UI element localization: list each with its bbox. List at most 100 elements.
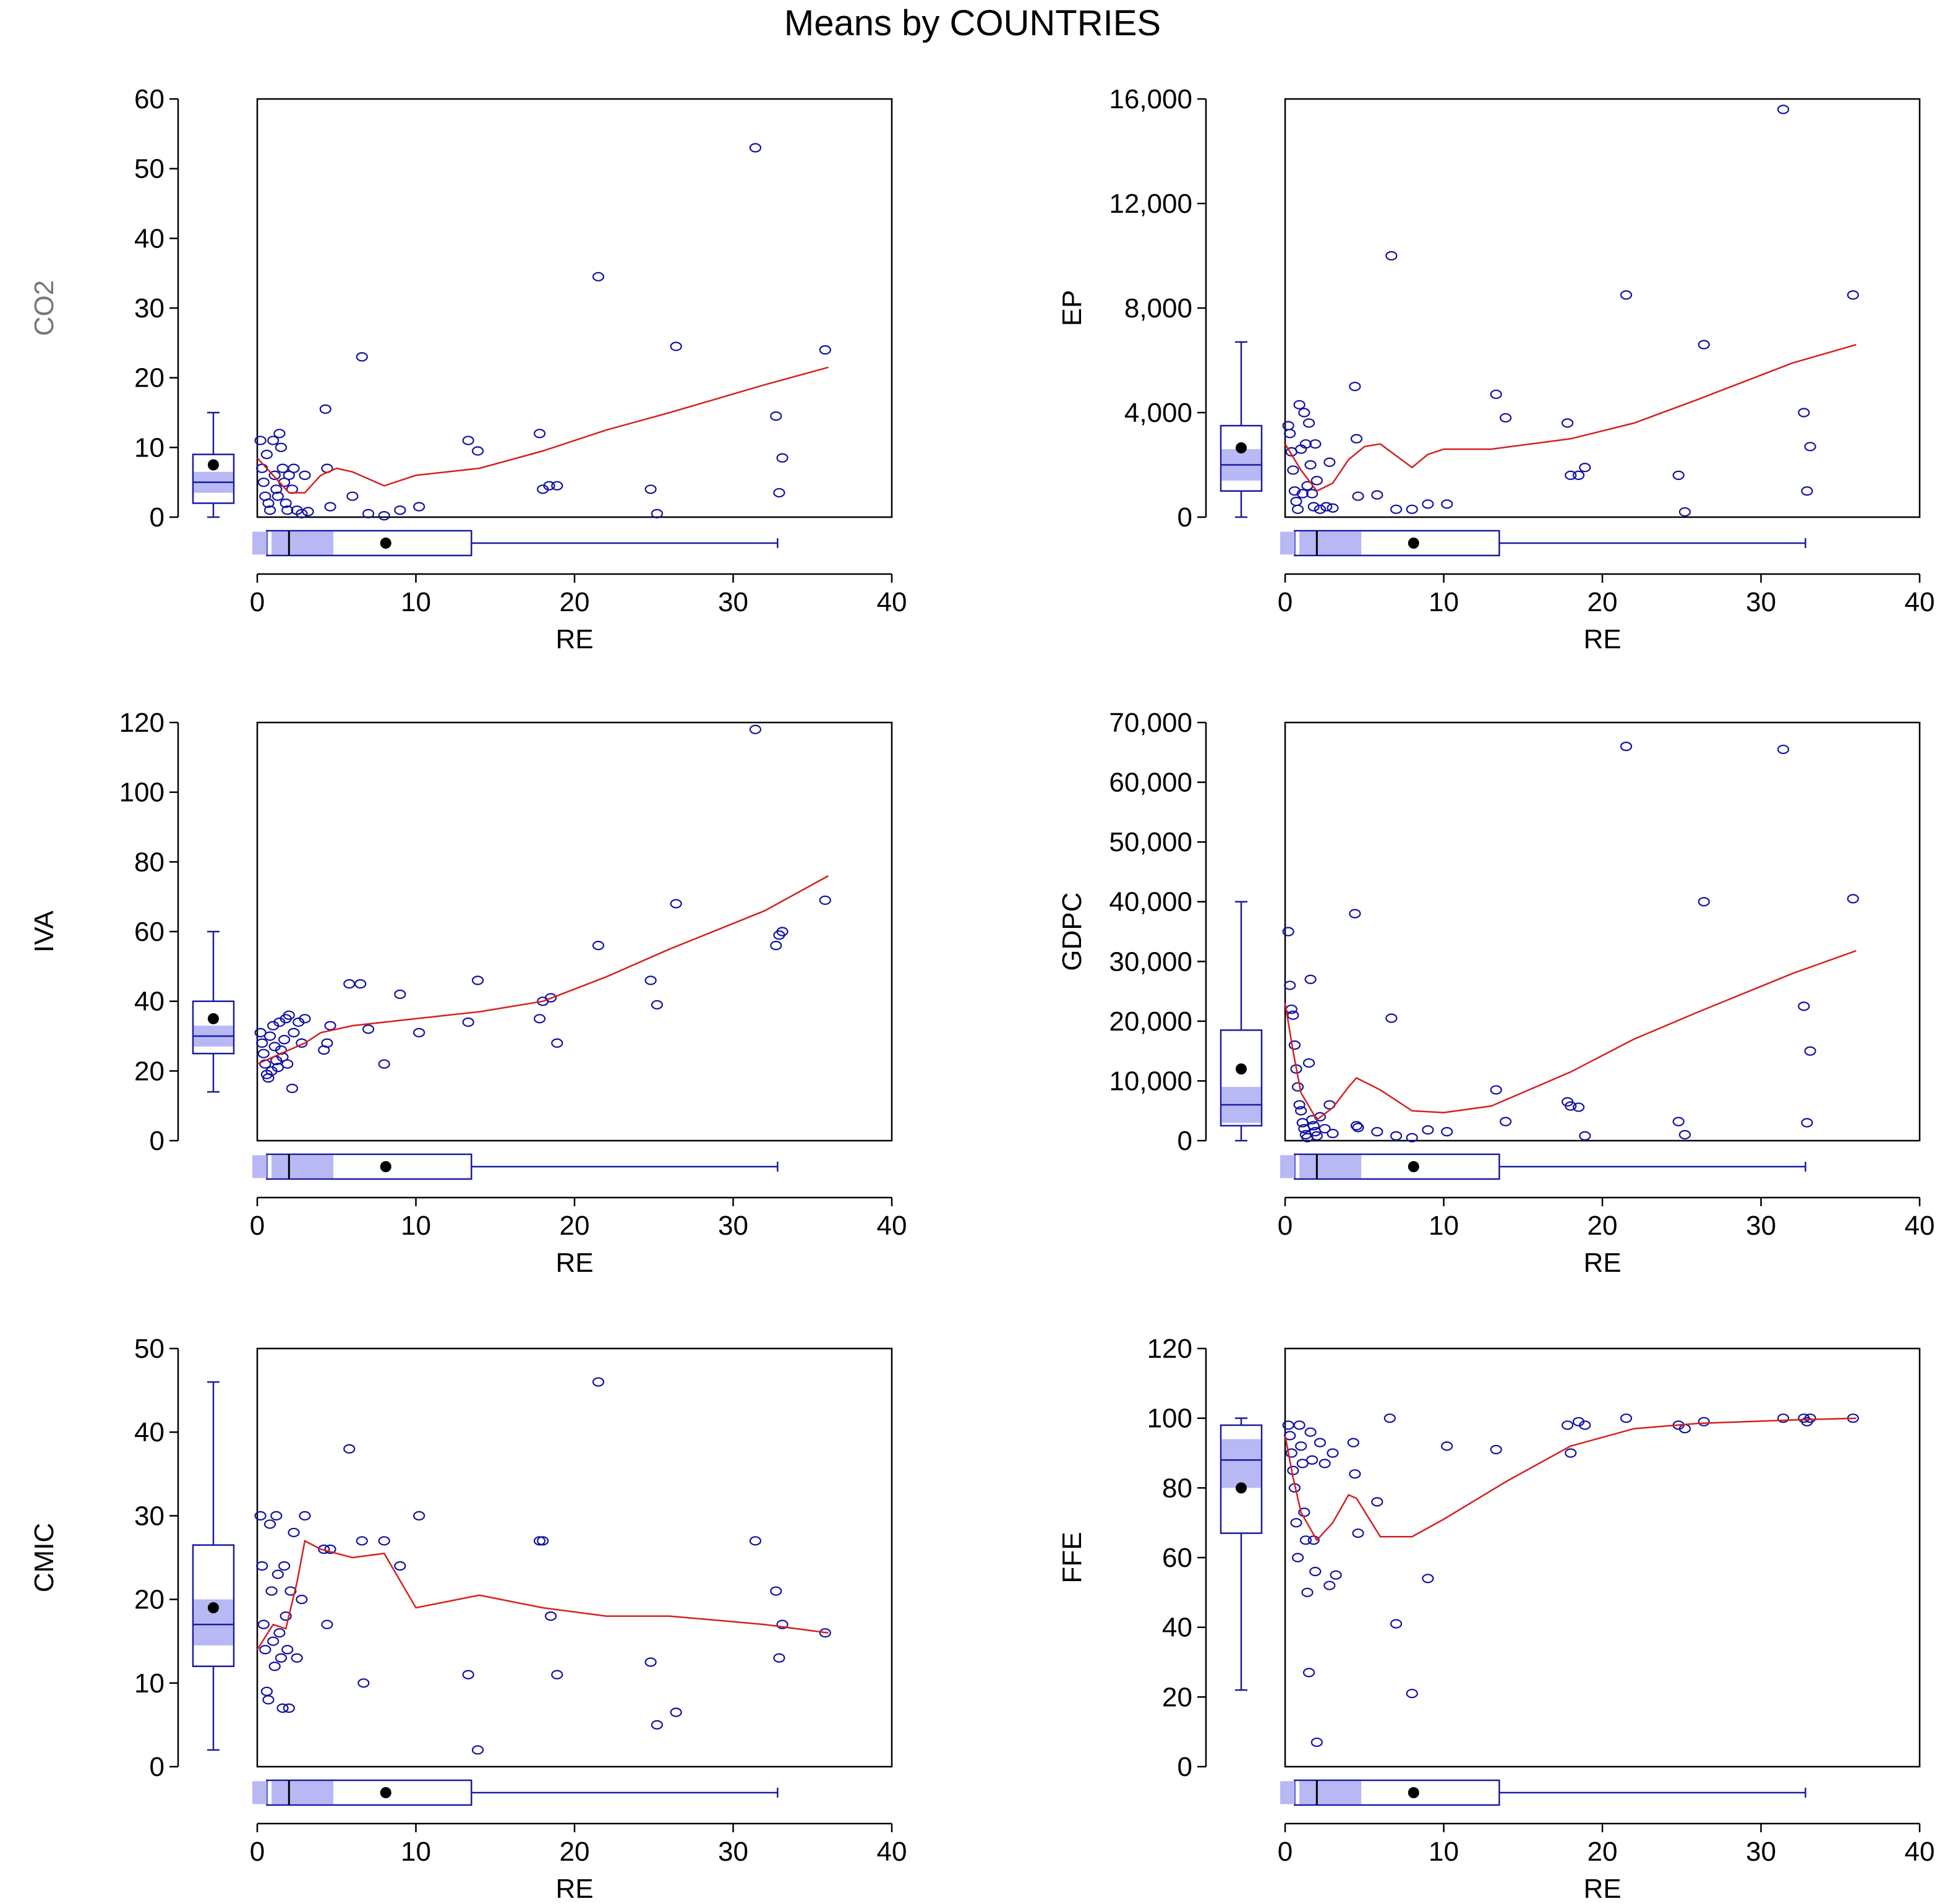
x-tick-label: 40 [877,1211,907,1241]
data-point [281,1059,294,1069]
data-point [1288,486,1301,496]
x-tick-label: 30 [718,1211,748,1241]
x-tick-label: 20 [1588,587,1618,617]
data-point [749,1536,762,1546]
data-point [1282,927,1294,937]
y-boxplot [192,411,235,518]
data-point [362,1024,375,1034]
data-point [299,1511,311,1520]
data-point [319,404,331,414]
data-point [1290,1518,1302,1528]
figure-title: Means by COUNTRIES [784,3,1161,43]
y-tick-label: 20 [134,1585,165,1615]
data-point [1288,1040,1301,1050]
data-point [1302,1668,1315,1678]
data-point [1565,1448,1577,1458]
data-point [1777,744,1790,755]
x-box-ci-left [252,1781,267,1804]
y-tick-label: 16,000 [1109,84,1192,114]
x-tick-label: 30 [718,1837,748,1867]
data-point [357,1678,370,1688]
data-point [263,1519,276,1529]
x-tick-label: 10 [1429,1211,1459,1241]
x-tick-label: 30 [1746,1837,1776,1867]
y-tick-label: 20 [1162,1682,1192,1712]
x-tick-label: 10 [401,1837,431,1867]
x-boxplot [1280,1153,1806,1180]
data-point [1572,470,1585,481]
data-point [1284,980,1296,990]
scatter-points [254,724,831,1094]
y-box-mean [1236,1482,1247,1494]
data-point [271,1063,284,1073]
y-tick-label: 60 [134,84,165,114]
data-point [1565,470,1577,481]
data-point [1347,1438,1359,1447]
data-point [284,1586,297,1596]
data-point [296,508,308,518]
x-axis-label: RE [555,1874,593,1904]
x-boxplot [1280,530,1806,557]
x-tick-label: 0 [250,1837,265,1867]
x-box-ci [1299,531,1362,555]
data-point [1302,1058,1315,1068]
x-tick-label: 20 [1588,1211,1618,1241]
data-point [651,1720,663,1730]
data-point [268,470,281,481]
data-point [1291,504,1304,514]
plot-frame [1284,98,1921,518]
data-point [1309,439,1322,449]
x-tick-label: 40 [1905,587,1935,617]
data-point [1295,1441,1307,1451]
data-point [270,484,283,494]
data-point [1579,1420,1591,1430]
data-point [1290,497,1302,507]
data-point [770,940,782,951]
data-point [1572,1102,1585,1112]
data-point [1284,1431,1296,1441]
data-point [819,1628,831,1638]
data-point [346,491,359,501]
y-tick-label: 8,000 [1124,293,1192,324]
data-point [280,1611,292,1621]
data-point [471,446,484,456]
data-point [533,1536,546,1546]
data-point [260,1686,273,1696]
data-point [1314,1438,1327,1447]
x-tick-label: 30 [1746,587,1776,617]
y-tick-label: 0 [1178,1126,1192,1156]
y-tick-label: 50 [134,1334,165,1364]
data-point [670,341,682,351]
y-tick-label: 12,000 [1109,189,1192,219]
data-point [1306,1455,1319,1465]
data-point [1320,502,1333,512]
data-point [592,940,605,951]
y-tick-label: 10 [134,432,165,463]
x-tick-label: 10 [1429,1837,1459,1867]
x-tick-label: 30 [1746,1211,1776,1241]
y-tick-label: 120 [1147,1334,1192,1364]
data-point [283,1010,295,1020]
data-point [283,470,295,481]
data-point [1349,382,1361,392]
data-point [1352,491,1364,501]
data-point [1304,1427,1317,1437]
data-point [1579,463,1591,473]
data-point [644,976,657,985]
y-axis-label: CO2 [29,280,59,336]
scatter-points [1282,742,1859,1143]
x-tick-label: 0 [1278,1837,1293,1867]
data-point [1309,1566,1322,1577]
data-point [1422,499,1434,509]
y-tick-label: 40 [1162,1613,1192,1643]
data-point [288,463,300,473]
data-point [1801,1118,1813,1128]
data-point [324,1544,336,1555]
data-point [1323,1580,1336,1590]
data-point [273,1628,286,1638]
data-point [592,1377,605,1387]
data-point [471,1745,484,1755]
data-point [1798,408,1810,418]
data-point [462,1670,474,1679]
data-point [1672,470,1685,481]
